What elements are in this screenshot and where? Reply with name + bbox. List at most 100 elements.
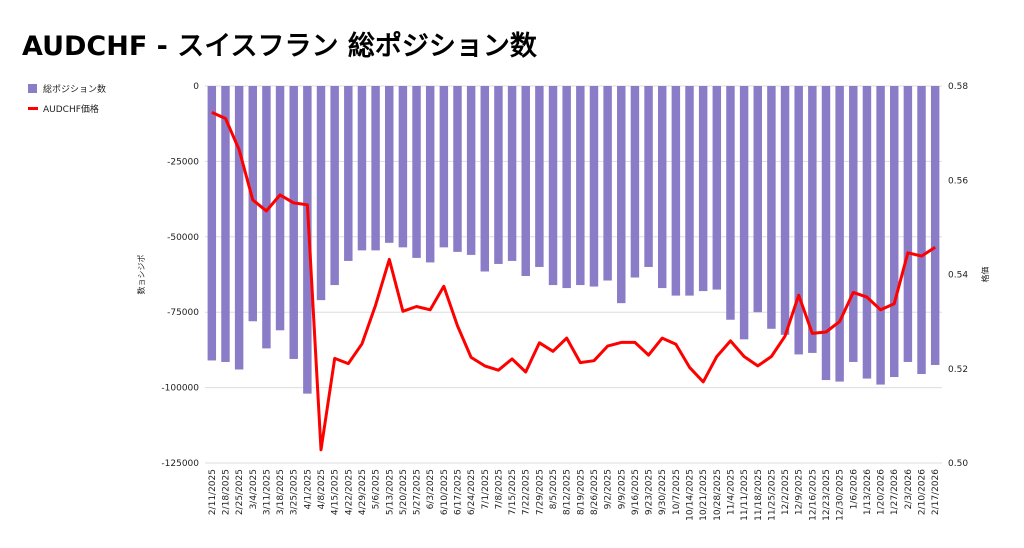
y-right-tick-label: 0.58 [948,82,968,92]
x-tick-label: 3/25/2025 [290,469,300,515]
x-tick-label: 5/27/2025 [413,469,423,515]
x-tick-label: 4/15/2025 [331,469,341,515]
x-tick-label: 12/9/2025 [795,469,805,515]
y-right-tick-label: 0.56 [948,176,968,186]
x-tick-label: 2/25/2025 [235,469,245,515]
bar [548,86,558,286]
x-tick-label: 2/3/2026 [904,469,914,510]
x-tick-label: 6/3/2025 [426,469,436,509]
x-tick-label: 9/16/2025 [631,469,641,515]
x-tick-label: 10/21/2025 [699,469,709,521]
bar [439,86,449,248]
bar [821,86,831,381]
x-tick-label: 2/17/2026 [931,469,941,515]
bar [917,86,926,375]
bar [712,86,722,290]
bar [767,86,776,329]
bar [862,86,872,379]
x-tick-label: 10/7/2025 [672,469,682,515]
y-right-tick-label: 0.50 [948,459,968,469]
x-tick-label: 9/23/2025 [645,469,655,515]
x-tick-label: 8/26/2025 [590,469,600,515]
bar [780,86,790,335]
x-tick-label: 9/9/2025 [617,469,627,509]
x-tick-label: 3/4/2025 [249,469,259,509]
bar [657,86,667,289]
bar [494,86,503,264]
legend-item-bars: 総ポジション数 [28,78,106,98]
bar [685,86,694,296]
bar [221,86,230,362]
bar [385,86,394,243]
bar [207,86,217,361]
bar [753,86,762,313]
x-tick-label: 3/18/2025 [276,469,286,515]
x-tick-label: 1/20/2026 [877,469,887,515]
price-line [211,111,937,452]
chart-title: AUDCHF - スイスフラン 総ポジション数 [22,31,537,62]
y-left-tick-label: -125000 [161,459,199,469]
bar [644,86,653,267]
bar [849,86,858,362]
bar [371,86,380,251]
bar [589,86,599,287]
bar [507,86,517,261]
x-tick-label: 6/17/2025 [453,469,463,515]
x-tick-label: 4/8/2025 [317,469,327,509]
x-tick-label: 7/15/2025 [508,469,518,515]
bar [835,86,844,382]
x-tick-label: 9/2/2025 [604,469,614,509]
bar [903,86,913,362]
x-tick-label: 12/16/2025 [808,469,818,521]
x-tick-label: 12/2/2025 [781,469,791,515]
legend: 総ポジション数 AUDCHF価格 [28,78,106,118]
x-tick-label: 10/14/2025 [686,469,696,521]
bar [890,86,899,378]
bar [412,86,421,258]
x-tick-label: 11/11/2025 [740,469,750,521]
x-tick-label: 11/18/2025 [754,469,764,521]
bar [521,86,530,277]
bar [794,86,803,355]
bar [275,86,285,331]
x-tick-label: 12/30/2025 [836,469,846,521]
bar [535,86,544,267]
x-tick-label: 4/29/2025 [358,469,368,515]
x-tick-label: 8/12/2025 [563,469,573,515]
bar [316,86,326,301]
x-tick-label: 9/30/2025 [658,469,668,515]
bar [344,86,353,261]
bar [930,86,940,365]
x-tick-label: 5/13/2025 [385,469,395,515]
bar [726,86,735,320]
bar [576,86,585,286]
y-right-tick-label: 0.54 [948,271,968,281]
bar [234,86,244,370]
bar [480,86,490,272]
x-tick-label: 7/22/2025 [522,469,532,515]
bar [289,86,298,359]
y-left-tick-label: -25000 [167,157,199,167]
x-tick-label: 7/29/2025 [535,469,545,515]
x-tick-label: 1/27/2026 [890,469,900,515]
x-tick-label: 3/11/2025 [262,469,272,515]
bar [303,86,312,394]
x-tick-label: 1/13/2026 [863,469,873,515]
x-tick-label: 5/6/2025 [372,469,382,509]
x-tick-label: 6/24/2025 [467,469,477,515]
bar [617,86,626,304]
x-tick-label: 8/19/2025 [576,469,586,515]
x-tick-label: 5/20/2025 [399,469,409,515]
x-tick-label: 6/10/2025 [440,469,450,515]
bar [425,86,435,263]
x-tick-label: 2/10/2026 [918,469,928,515]
x-tick-label: 1/6/2026 [849,469,859,510]
bar [808,86,817,353]
bar [357,86,367,251]
bar [330,86,339,286]
bar [630,86,640,278]
bar [262,86,271,349]
x-tick-label: 10/28/2025 [713,469,723,521]
x-tick-label: 4/1/2025 [303,469,313,509]
